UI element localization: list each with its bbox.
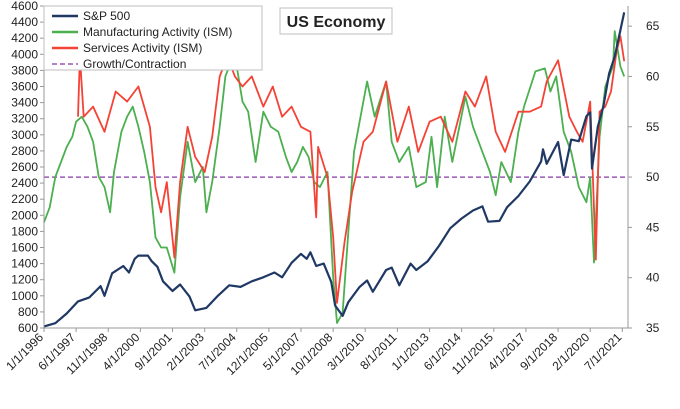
y-tick-label-left: 3400 <box>11 96 38 110</box>
y-tick-label-left: 1200 <box>11 273 38 287</box>
y-tick-label-right: 65 <box>646 19 660 33</box>
y-tick-label-left: 3600 <box>11 80 38 94</box>
y-tick-label-left: 4200 <box>11 31 38 45</box>
legend-label-services: Services Activity (ISM) <box>83 41 202 55</box>
legend-label-manufacturing: Manufacturing Activity (ISM) <box>83 25 232 39</box>
legend-label-sp500: S&P 500 <box>83 9 130 23</box>
legend: S&P 500 Manufacturing Activity (ISM) Ser… <box>43 5 263 71</box>
y-tick-label-left: 4000 <box>11 47 38 61</box>
y-tick-label-left: 2000 <box>11 208 38 222</box>
y-tick-label-right: 40 <box>646 271 660 285</box>
y-tick-label-right: 45 <box>646 220 660 234</box>
services-line <box>77 35 626 304</box>
y-tick-label-left: 4600 <box>11 0 38 13</box>
y-tick-label-left: 1800 <box>11 224 38 238</box>
y-tick-label-left: 4400 <box>11 15 38 29</box>
y-tick-label-left: 800 <box>18 305 38 319</box>
y-tick-label-left: 3000 <box>11 128 38 142</box>
y-tick-label-left: 2400 <box>11 176 38 190</box>
sp500-line <box>43 12 626 328</box>
legend-box <box>43 5 263 71</box>
legend-label-growth-contraction: Growth/Contraction <box>83 57 186 71</box>
y-tick-label-left: 3200 <box>11 112 38 126</box>
y-tick-label-left: 1400 <box>11 257 38 271</box>
y-tick-label-left: 2800 <box>11 144 38 158</box>
y-tick-label-right: 35 <box>646 321 660 335</box>
y-tick-label-left: 2600 <box>11 160 38 174</box>
title-box <box>279 7 393 35</box>
y-tick-label-left: 600 <box>18 321 38 335</box>
y-tick-label-right: 55 <box>646 120 660 134</box>
y-tick-label-left: 1600 <box>11 241 38 255</box>
y-tick-label-left: 1000 <box>11 289 38 303</box>
y-tick-label-right: 60 <box>646 69 660 83</box>
y-tick-label-left: 3800 <box>11 63 38 77</box>
y-tick-label-right: 50 <box>646 170 660 184</box>
y-tick-label-left: 2200 <box>11 192 38 206</box>
chart-title: US Economy <box>287 14 386 31</box>
title-group: US Economy <box>279 7 393 35</box>
